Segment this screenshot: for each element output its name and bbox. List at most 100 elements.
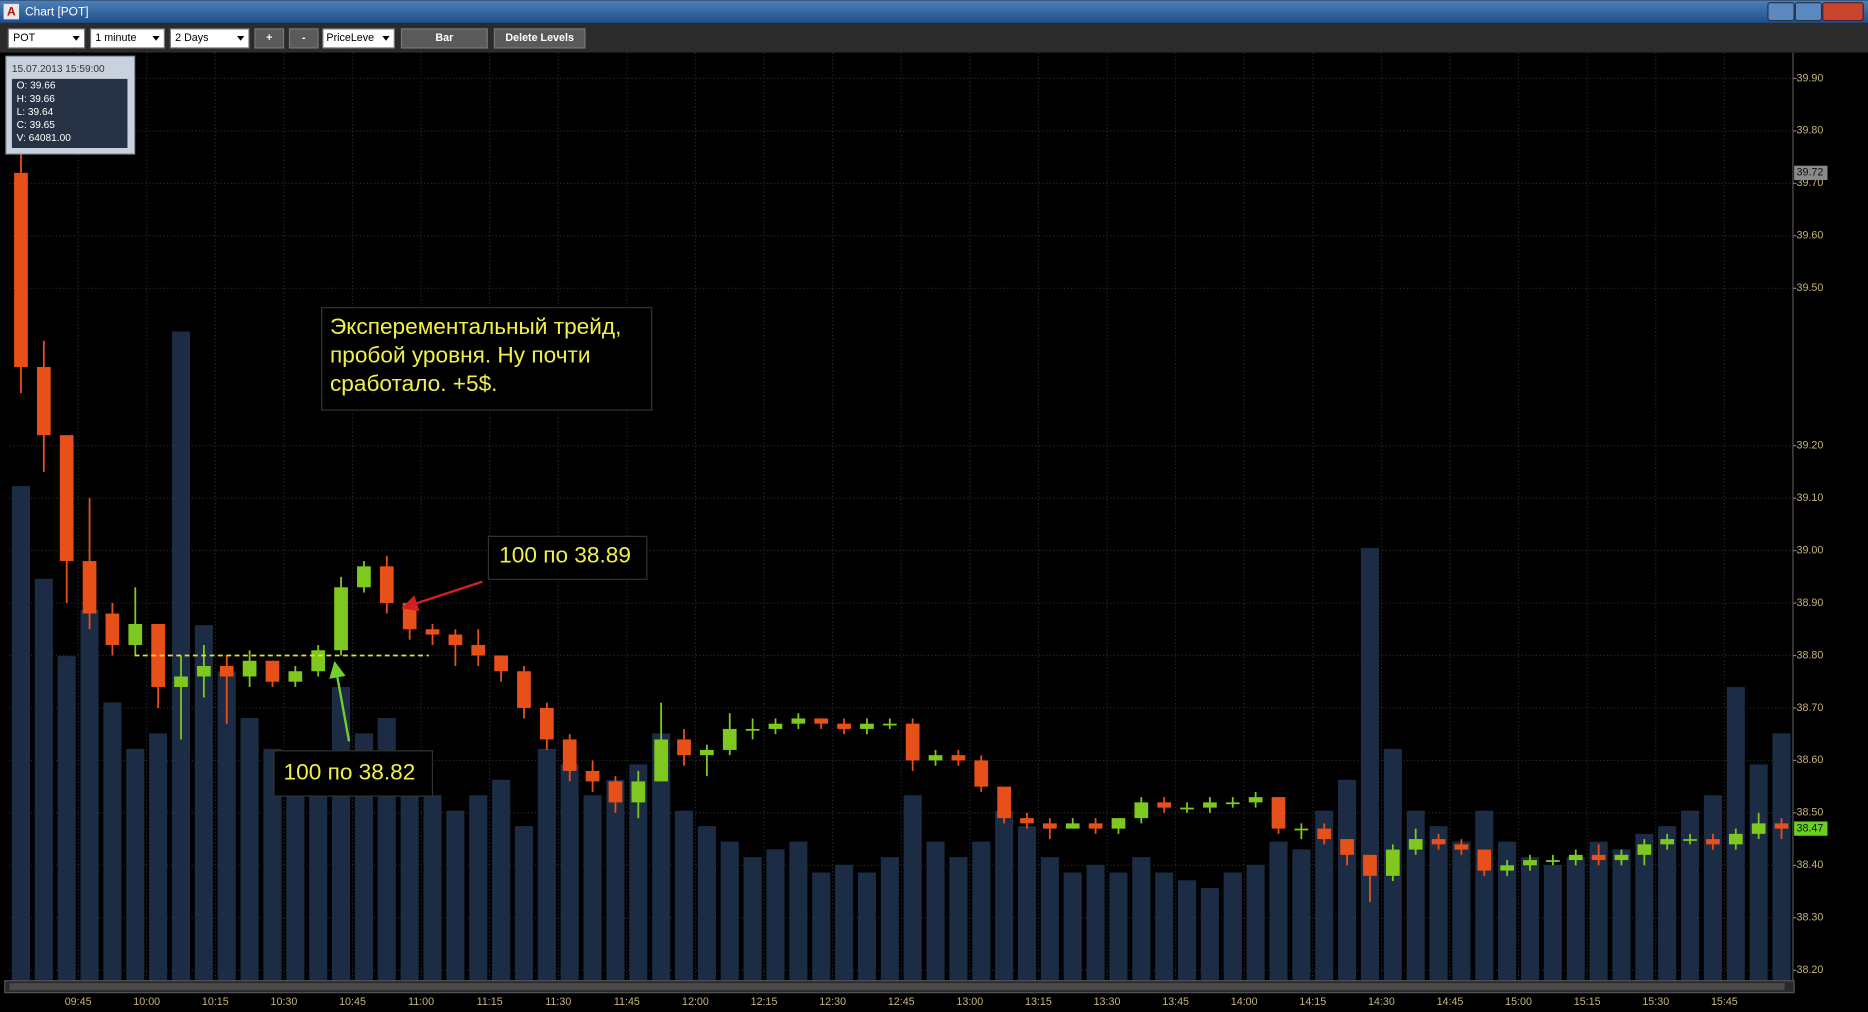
y-tick-label: 38.60 <box>1797 754 1824 766</box>
volume-bar <box>857 872 876 981</box>
volume-bar <box>1749 764 1768 981</box>
volume-bar <box>1635 833 1654 981</box>
maximize-button[interactable] <box>1794 2 1823 22</box>
candle-body <box>288 671 303 682</box>
x-tick-label: 12:30 <box>819 996 846 1008</box>
volume-bar <box>194 625 213 981</box>
volume-bar <box>1132 857 1151 981</box>
candle-body <box>1454 844 1469 850</box>
volume-bar <box>1269 841 1288 981</box>
candle-body <box>1728 833 1743 845</box>
candle-body <box>1134 802 1149 819</box>
delete-levels-button[interactable]: Delete Levels <box>493 28 586 49</box>
candle-body <box>197 665 211 677</box>
y-tick-label: 38.90 <box>1797 597 1824 609</box>
axis-layer: 38.20 38.30 38.40 38.50 38.60 38.70 38.80 38.90… <box>65 72 1828 1008</box>
x-tick-label: 13:45 <box>1162 996 1189 1008</box>
candle-body <box>1546 860 1560 862</box>
y-tick-label: 39.80 <box>1797 125 1824 137</box>
candle-body <box>82 561 97 614</box>
volume-bar <box>80 609 99 981</box>
candle-body <box>334 587 348 651</box>
volume-bar <box>217 671 236 981</box>
period-value: 2 Days <box>175 32 208 44</box>
price-marker <box>1794 821 1828 836</box>
window-title: Chart [POT] <box>25 4 89 18</box>
candle-body <box>791 718 806 724</box>
volume-bar <box>1475 810 1494 981</box>
ohlc-tooltip: 15.07.2013 15:59:00 O: 39.66 H: 39.66 L:… <box>5 55 136 155</box>
annotation-line: Эксперементальный трейд, <box>330 314 621 339</box>
volume-bar <box>1566 857 1585 981</box>
tool-select[interactable]: PriceLeve <box>322 28 395 49</box>
candle-body <box>1340 839 1354 855</box>
candle-body <box>1271 797 1286 829</box>
y-tick-label: 39.60 <box>1797 230 1824 242</box>
candle-body <box>357 566 371 588</box>
candle-body <box>1363 854 1377 876</box>
scrollbar-thumb[interactable] <box>9 983 1785 991</box>
x-tick-label: 14:45 <box>1437 996 1464 1008</box>
chart-style-button[interactable]: Bar <box>400 28 488 49</box>
interval-select[interactable]: 1 minute <box>89 28 165 49</box>
annotation-box <box>487 535 648 580</box>
candle-body <box>1568 854 1583 861</box>
x-tick-label: 11:30 <box>545 996 571 1008</box>
volume-layer <box>11 331 1791 981</box>
symbol-value: POT <box>13 32 35 44</box>
volume-bar <box>949 857 968 981</box>
volume-bar <box>286 764 305 981</box>
x-tick-label: 15:00 <box>1505 996 1532 1008</box>
symbol-select[interactable]: POT <box>7 28 86 49</box>
candle-body <box>1042 823 1057 829</box>
candle-body <box>631 781 646 803</box>
candle-body <box>128 624 143 646</box>
price-marker-label: 39.72 <box>1797 167 1824 179</box>
volume-bar <box>720 841 739 981</box>
volume-bar <box>652 733 671 981</box>
annotation-sell: 100 по 38.89 <box>401 535 648 612</box>
candle-body <box>1751 823 1766 834</box>
candle-body <box>448 634 463 646</box>
candle-body <box>1157 802 1172 808</box>
annotation-box <box>321 307 653 411</box>
x-tick-label: 13:30 <box>1094 996 1121 1008</box>
y-tick-label: 38.20 <box>1797 964 1824 976</box>
volume-bar <box>1223 872 1242 981</box>
annotation-text: 100 по 38.82 <box>284 759 416 784</box>
close-button[interactable] <box>1822 2 1864 22</box>
candle-body <box>928 755 943 761</box>
candle-body <box>379 566 394 604</box>
candle-body <box>1020 818 1034 824</box>
candle-body <box>265 660 280 682</box>
x-tick-label: 13:15 <box>1025 996 1052 1008</box>
volume-bar <box>1498 841 1517 981</box>
x-tick-label: 15:45 <box>1711 996 1738 1008</box>
tooltip-datetime: 15.07.2013 15:59:00 <box>12 64 105 75</box>
minimize-button[interactable] <box>1767 2 1795 22</box>
zoom-in-button[interactable]: + <box>254 28 285 49</box>
x-tick-label: 10:45 <box>339 996 366 1008</box>
volume-bar <box>880 857 899 981</box>
volume-bar <box>1658 826 1677 981</box>
period-select[interactable]: 2 Days <box>169 28 250 49</box>
zoom-out-label: - <box>302 32 306 44</box>
candle-body <box>151 624 166 687</box>
candle-body <box>1683 839 1697 841</box>
delete-levels-label: Delete Levels <box>505 32 574 44</box>
chart-style-label: Bar <box>435 32 454 44</box>
candle-body <box>860 723 874 729</box>
candle-body <box>1408 839 1423 850</box>
x-tick-label: 10:30 <box>270 996 297 1008</box>
volume-bar <box>537 748 556 981</box>
volume-bar <box>1360 547 1380 981</box>
volume-bar <box>583 795 602 981</box>
candle-body <box>1248 797 1263 803</box>
volume-bar <box>972 841 991 981</box>
candle-body <box>1774 823 1789 829</box>
arrow <box>401 580 483 612</box>
candle-body <box>59 435 74 562</box>
volume-bar <box>103 702 122 981</box>
zoom-out-button[interactable]: - <box>288 28 319 49</box>
